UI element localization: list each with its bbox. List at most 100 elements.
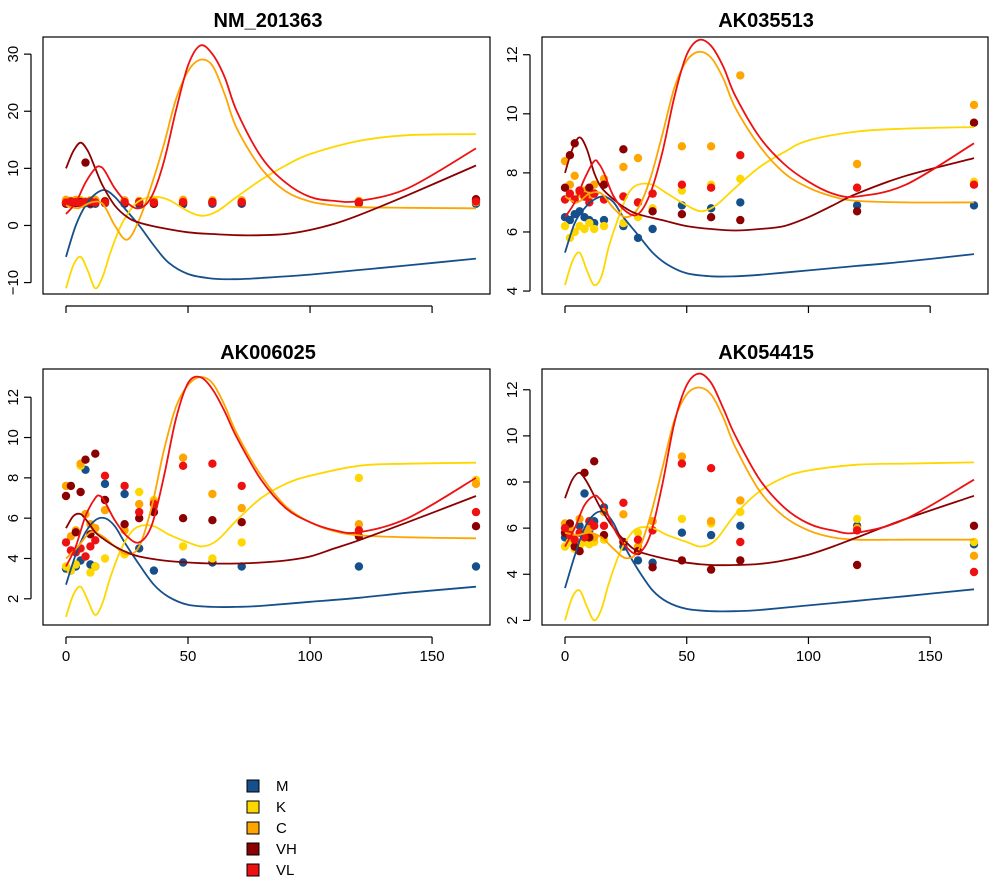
point-m [565, 215, 575, 225]
plot-frame [42, 368, 491, 626]
point-vh [76, 487, 85, 497]
plot-data [560, 372, 979, 622]
point-vh [590, 457, 599, 466]
curve-k [564, 461, 975, 622]
point-vh [736, 556, 745, 565]
legend-item-m: M [246, 778, 289, 795]
x-tick-label: 100 [796, 648, 821, 665]
x-tick-label: 50 [678, 648, 695, 665]
point-vl [135, 507, 144, 517]
curve-vh [65, 495, 477, 565]
point-vh [648, 207, 657, 216]
point-c [570, 171, 579, 180]
x-tick-label: 150 [420, 648, 445, 665]
point-vl [86, 542, 95, 551]
point-k [135, 487, 144, 497]
point-vh [135, 514, 144, 523]
point-vl [100, 471, 110, 480]
y-tick-label: 8 [504, 478, 521, 486]
point-m [471, 562, 481, 571]
point-k [91, 562, 100, 571]
curve-c [564, 50, 975, 219]
point-m [149, 566, 159, 575]
point-vl [61, 538, 71, 547]
legend-swatch-vl [246, 863, 260, 877]
point-vh [619, 145, 628, 154]
plot-data [61, 375, 481, 618]
point-k [100, 554, 110, 563]
point-m [580, 489, 589, 498]
point-m [648, 224, 657, 234]
curve-m [564, 510, 975, 613]
point-vl [706, 183, 716, 192]
point-vh [580, 468, 589, 477]
y-tick-label: 10 [504, 105, 521, 122]
point-vl [969, 180, 979, 189]
y-tick-label: 10 [5, 429, 22, 446]
legend-item-k: K [246, 799, 286, 816]
point-vl [471, 197, 481, 206]
point-vl [91, 536, 100, 545]
point-vh [706, 565, 716, 574]
point-vh [71, 528, 81, 537]
point-c [706, 142, 716, 151]
point-m [852, 201, 862, 210]
point-vh [736, 215, 745, 225]
point-k [580, 224, 589, 234]
point-k [560, 221, 570, 231]
point-vh [471, 522, 481, 531]
point-vl [149, 198, 159, 207]
y-tick-label: 30 [5, 46, 22, 63]
curve-c [65, 58, 477, 241]
point-vl [565, 189, 575, 198]
curve-m [564, 195, 975, 278]
point-c [969, 100, 979, 110]
x-tick-label: 0 [561, 648, 569, 665]
legend-label-vh: VH [276, 841, 297, 858]
point-m [100, 479, 110, 489]
point-vh [208, 516, 217, 525]
y-tick-label: 6 [5, 514, 22, 522]
point-vl [560, 523, 570, 533]
legend-swatch-m [246, 779, 260, 793]
point-m [120, 489, 129, 499]
plot-data [61, 44, 481, 290]
y-tick-label: 20 [5, 103, 22, 120]
point-vl [81, 552, 90, 561]
curve-vh [65, 141, 477, 237]
point-c [354, 520, 364, 529]
plot-data [560, 38, 979, 287]
chart-panel-3: AK054415 0 50 100 150 2 4 6 8 10 12 [504, 342, 989, 665]
point-vl [969, 567, 979, 577]
point-vh [81, 158, 90, 167]
point-k [354, 473, 364, 483]
point-k [633, 528, 643, 537]
point-vl [208, 459, 217, 468]
point-k [208, 554, 217, 563]
y-tick-label: 4 [5, 554, 22, 562]
x-tick-label: 150 [918, 648, 943, 665]
point-vh [648, 563, 657, 572]
point-vh [61, 491, 71, 501]
point-k [86, 568, 95, 577]
point-c [736, 71, 745, 80]
point-c [677, 142, 687, 151]
point-vl [237, 197, 246, 207]
curve-m [65, 516, 477, 608]
point-m [736, 198, 745, 207]
point-vl [237, 481, 246, 491]
point-vh [354, 532, 364, 541]
point-k [677, 186, 687, 195]
point-vl [120, 481, 129, 491]
panel-title: AK054415 [718, 342, 814, 364]
chart-panel-1: AK035513 4 6 8 10 12 [504, 10, 989, 313]
point-c [619, 510, 628, 519]
legend-swatch-vh [246, 842, 260, 856]
curve-k [65, 133, 477, 290]
point-c [852, 159, 862, 169]
curve-vh [564, 471, 975, 567]
legend-label-vl: VL [276, 862, 294, 879]
point-m [633, 556, 643, 565]
point-vh [969, 521, 979, 530]
